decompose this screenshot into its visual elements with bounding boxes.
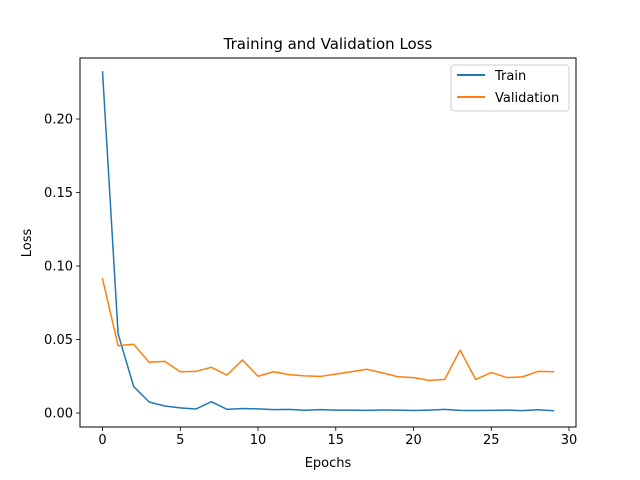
y-tick-label: 0.10: [44, 260, 73, 275]
y-tick-label: 0.20: [44, 113, 73, 128]
y-axis-ticks: 0.00 0.05 0.10 0.15 0.20: [44, 113, 80, 422]
legend-box: [450, 64, 570, 112]
x-tick-label: 15: [328, 433, 345, 448]
x-tick-label: 25: [483, 433, 500, 448]
plot-area-frame: [79, 57, 577, 428]
y-tick-label: 0.05: [44, 333, 73, 348]
series-line-validation: [101, 278, 555, 382]
y-tick-label: 0.00: [44, 407, 73, 422]
x-axis-ticks: 0 5 10 15 20 25 30: [98, 427, 577, 448]
x-tick-label: 20: [405, 433, 422, 448]
y-axis-label: Loss: [20, 229, 35, 258]
chart-title: Training and Validation Loss: [223, 35, 433, 53]
x-tick-label: 10: [250, 433, 267, 448]
legend-label-validation: Validation: [495, 91, 559, 106]
x-tick-label: 0: [98, 433, 106, 448]
legend: Train Validation: [450, 64, 570, 112]
x-axis-label: Epochs: [305, 456, 352, 471]
series-line-train: [101, 71, 555, 412]
x-tick-label: 5: [176, 433, 184, 448]
series-lines: [101, 71, 555, 412]
x-tick-label: 30: [561, 433, 578, 448]
y-tick-label: 0.15: [44, 186, 73, 201]
legend-label-train: Train: [494, 69, 526, 84]
